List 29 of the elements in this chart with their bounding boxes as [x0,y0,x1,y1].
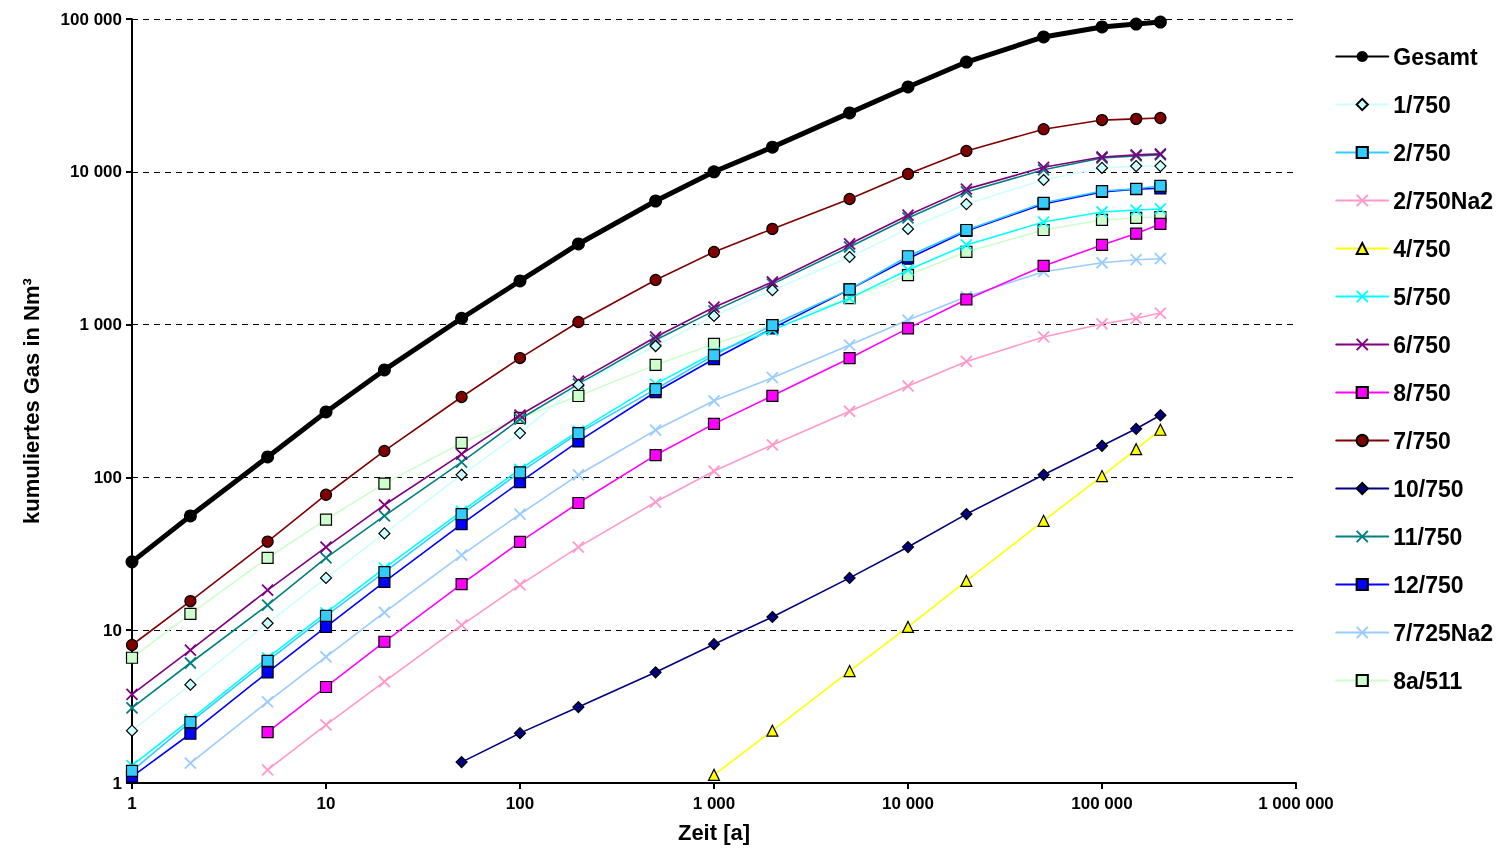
legend-label: 1/750 [1393,91,1451,118]
legend-label: 5/750 [1393,283,1451,310]
legend-label: 4/750 [1393,235,1451,262]
legend-label: 7/725Na2 [1393,619,1493,646]
y-tick-label: 10 [103,620,122,640]
legend-label: 2/750Na2 [1393,187,1493,214]
legend-label: 8a/511 [1393,667,1463,694]
x-tick-label: 10 [316,794,336,813]
y-axis-title: kumuliertes Gas in Nm³ [18,278,44,524]
x-tick-label: 1 000 [692,794,736,813]
y-tick-label: 1 000 [79,315,122,335]
legend-label: 6/750 [1393,331,1451,358]
legend-label: 8/750 [1393,379,1451,406]
legend-label: Gesamt [1393,43,1478,70]
legend-label: 12/750 [1393,571,1464,598]
x-tick-label: 10 000 [882,794,934,813]
x-tick-label: 100 000 [1071,794,1133,813]
legend-label: 10/750 [1393,475,1464,502]
x-tick-label: 1 [127,794,137,813]
y-tick-label: 100 000 [60,9,122,29]
y-tick-label: 1 [112,773,122,793]
y-tick-label: 10 000 [70,162,122,182]
x-tick-label: 100 [505,794,535,813]
legend-label: 7/750 [1393,427,1451,454]
legend-label: 11/750 [1393,523,1463,550]
y-tick-label: 100 [93,467,122,487]
x-axis-title: Zeit [a] [677,819,751,845]
legend-label: 2/750 [1393,139,1451,166]
x-tick-label: 1 000 000 [1258,794,1334,813]
